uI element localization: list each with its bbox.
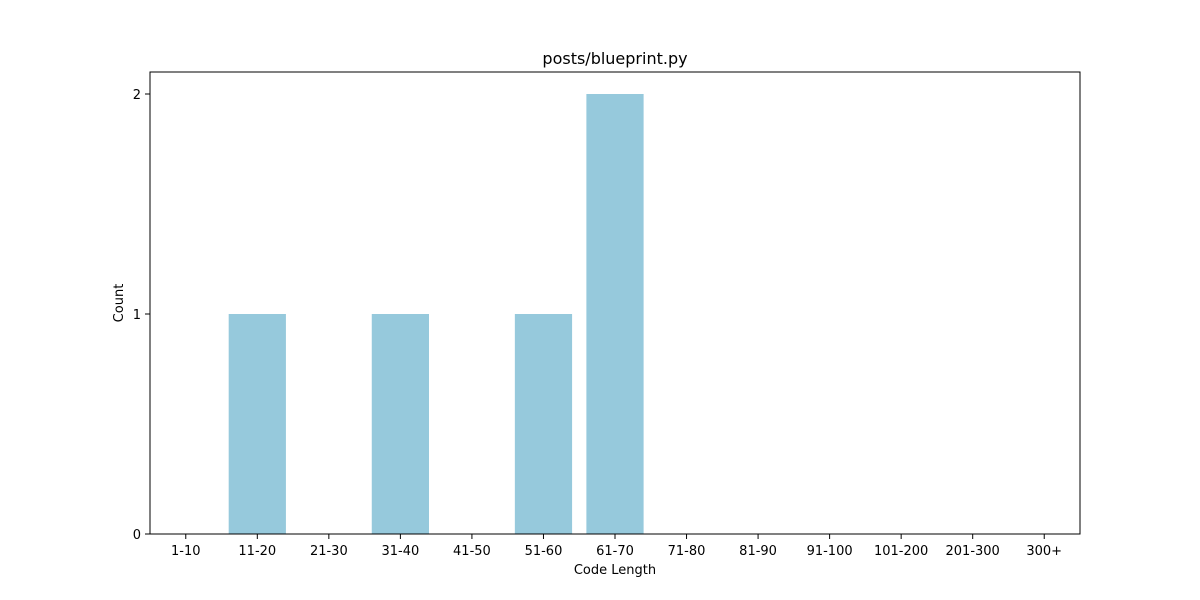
x-tick-label: 21-30 [310,544,348,559]
y-tick-label: 0 [133,528,141,543]
bar-11-20 [228,314,286,534]
bar-61-70 [586,94,644,534]
x-tick-label: 1-10 [171,544,201,559]
bar-51-60 [514,314,573,534]
x-tick-label: 31-40 [381,544,419,559]
y-tick-label: 1 [133,308,141,323]
x-tick-label: 41-50 [453,544,491,559]
x-tick-label: 71-80 [668,544,706,559]
ticks-group: 1-10 11-20 21-30 31-40 41-50 51-60 61-70 71-80 8… [133,88,1062,559]
x-tick-label: 91-100 [807,544,853,559]
bar-31-40 [371,314,429,534]
x-tick-label: 300+ [1026,544,1062,559]
x-axis-label: Code Length [574,563,656,578]
bars-group [228,94,644,534]
x-tick-label: 81-90 [739,544,777,559]
x-tick-label: 61-70 [596,544,634,559]
y-axis-label: Count [112,284,127,323]
chart-title: posts/blueprint.py [542,49,687,68]
x-tick-label: 201-300 [946,544,1000,559]
x-tick-label: 11-20 [238,544,276,559]
y-tick-label: 2 [133,88,141,103]
x-tick-label: 101-200 [874,544,928,559]
x-tick-label: 51-60 [525,544,563,559]
